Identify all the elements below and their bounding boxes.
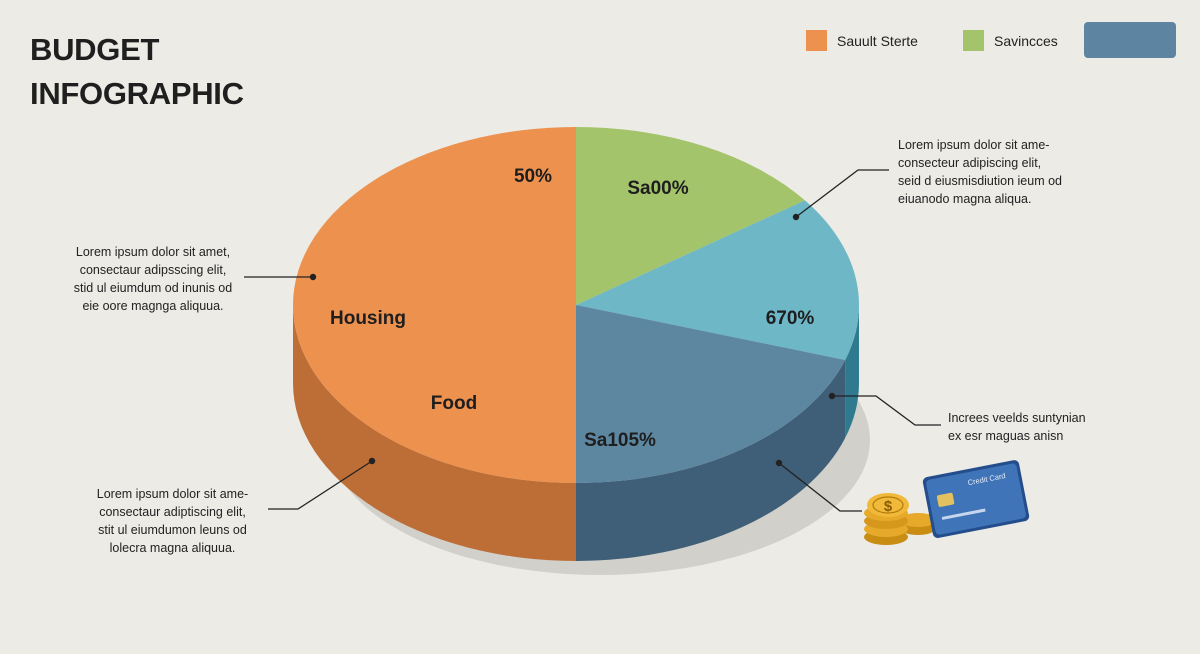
pie-slice-savings	[576, 127, 805, 305]
svg-text:$: $	[884, 498, 893, 515]
legend-swatch-blue	[1084, 22, 1176, 58]
leader-top-right	[795, 169, 889, 218]
pie-slice-blue	[576, 305, 846, 483]
legend-item-0: Sauult Sterte	[806, 30, 918, 51]
slice-value-housing: 50%	[514, 166, 552, 187]
pie-side-housing	[293, 305, 576, 561]
title-line-1: BUDGET	[30, 32, 160, 67]
leader-right	[832, 395, 941, 426]
slice-value-blue: Sa105%	[584, 430, 656, 451]
slice-label-blue: Food	[431, 393, 477, 414]
pie-side-cyan	[845, 305, 859, 439]
legend-swatch-0	[806, 30, 827, 51]
note-right: Increes veelds suntynian ex esr maguas a…	[948, 411, 1086, 443]
leader-dot	[309, 273, 317, 281]
title-line-2: INFOGRAPHIC	[30, 76, 244, 111]
leader-dot	[792, 213, 800, 221]
leader-bottom-right	[778, 462, 862, 512]
slice-value-cyan: 670%	[766, 308, 815, 329]
note-bottom-left: Lorem ipsum dolor sit ame- consectaur ad…	[96, 487, 249, 555]
pie-slice-cyan	[576, 200, 859, 361]
leader-dot	[828, 392, 836, 400]
leader-dots	[309, 213, 836, 467]
note-left: Lorem ipsum dolor sit amet, consectaur a…	[73, 245, 233, 313]
legend-item-1: Savincces	[963, 30, 1058, 51]
coins-icon: $	[864, 493, 936, 545]
legend: Sauult Sterte Savincces	[806, 22, 1176, 58]
leader-dot	[368, 457, 376, 465]
legend-label-1: Savincces	[994, 32, 1058, 49]
credit-card-icon: Credit Card	[922, 460, 1030, 538]
pie-slice-housing	[293, 127, 576, 483]
page-title: BUDGET INFOGRAPHIC	[30, 28, 244, 116]
pie-side-blue	[576, 360, 846, 561]
legend-label-0: Sauult Sterte	[837, 32, 918, 49]
slice-value-savings: Sa00%	[627, 178, 688, 199]
legend-swatch-1	[963, 30, 984, 51]
leader-dot	[775, 459, 783, 467]
note-top-right: Lorem ipsum dolor sit ame- consecteur ad…	[898, 138, 1062, 206]
leader-bottom-left	[268, 460, 373, 510]
leader-lines	[244, 169, 941, 512]
pie-layer: 50% Housing Sa00% 670% Sa105% Food	[293, 127, 859, 561]
slice-label-housing: Housing	[330, 308, 406, 329]
